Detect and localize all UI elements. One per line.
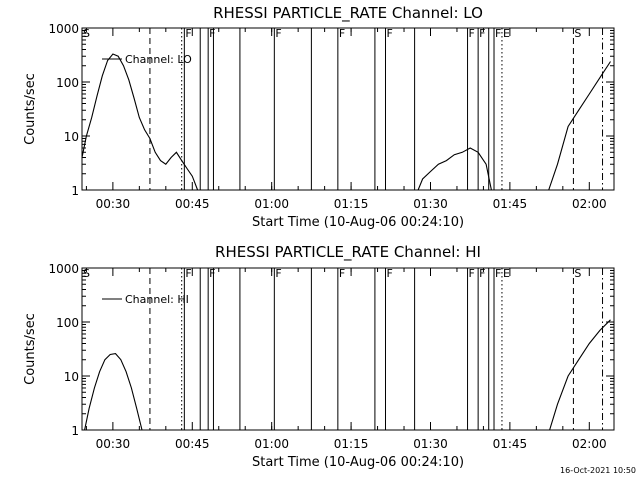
plot-frame: [81, 27, 615, 191]
event-flag-label: F: [479, 27, 485, 40]
x-tick-label: 00:45: [175, 437, 210, 451]
event-flag-label: F: [209, 267, 215, 280]
event-flag-label: F: [339, 27, 345, 40]
event-flag-label: F: [275, 27, 281, 40]
y-tick-label: 1: [71, 424, 79, 438]
x-tick-label: 00:45: [175, 197, 210, 211]
event-flag-label: F: [209, 27, 215, 40]
chart-panel-1: RHESSI PARTICLE_RATE Channel: HI Start Ti…: [23, 243, 615, 470]
series-line-segment: [548, 61, 611, 190]
x-tick-label: 00:30: [96, 437, 131, 451]
y-tick-label: 10: [64, 370, 79, 384]
event-flag-label: S: [574, 267, 581, 280]
y-tick-label: 1000: [48, 262, 79, 276]
x-axis-label: Start Time (10-Aug-06 00:24:10): [252, 455, 464, 470]
chart-legend: Channel: HI: [102, 293, 189, 306]
x-tick-label: 01:45: [493, 437, 528, 451]
event-flag-label: F: [479, 267, 485, 280]
timestamp-label: 16-Oct-2021 10:50: [560, 466, 636, 475]
event-flag-label: S: [574, 27, 581, 40]
event-flag-label: F: [495, 267, 501, 280]
y-tick-label: 1: [71, 184, 79, 198]
event-flag-label: E: [503, 267, 510, 280]
event-flag-label: F: [495, 27, 501, 40]
event-flag-label: F: [469, 27, 475, 40]
event-flag-label: F: [386, 27, 392, 40]
y-tick-label: 100: [56, 76, 79, 90]
x-tick-label: 00:30: [96, 197, 131, 211]
x-tick-label: 02:00: [572, 197, 607, 211]
x-tick-label: 01:30: [413, 197, 448, 211]
x-tick-label: 01:45: [493, 197, 528, 211]
y-tick-label: 100: [56, 316, 79, 330]
plot-frame: [81, 267, 615, 431]
chart-legend: Channel: LO: [102, 53, 192, 66]
event-flag-label: F: [275, 267, 281, 280]
chart-title: RHESSI PARTICLE_RATE Channel: HI: [215, 243, 481, 262]
chart-panel-0: RHESSI PARTICLE_RATE Channel: LO Start Ti…: [23, 4, 615, 230]
event-flag-label: F: [185, 27, 191, 40]
x-tick-label: 01:00: [254, 197, 289, 211]
series-line-segment: [417, 147, 492, 190]
y-axis-label: Counts/sec: [23, 73, 38, 145]
y-tick-label: 1000: [48, 22, 79, 36]
series-line-segment: [82, 53, 199, 190]
x-tick-label: 01:00: [254, 437, 289, 451]
x-tick-label: 02:00: [572, 437, 607, 451]
x-tick-label: 01:15: [334, 437, 369, 451]
y-axis-label: Counts/sec: [23, 313, 38, 385]
x-tick-label: 01:15: [334, 197, 369, 211]
event-flag-label: F: [339, 267, 345, 280]
chart-title: RHESSI PARTICLE_RATE Channel: LO: [213, 4, 483, 23]
event-flag-label: F: [469, 267, 475, 280]
event-flag-label: S: [83, 267, 90, 280]
series-line-segment: [549, 319, 611, 430]
event-flag-label: F: [386, 267, 392, 280]
x-axis-label: Start Time (10-Aug-06 00:24:10): [252, 215, 464, 230]
event-flag-label: F: [185, 267, 191, 280]
event-flag-label: S: [83, 27, 90, 40]
y-tick-label: 10: [64, 130, 79, 144]
x-tick-label: 01:30: [413, 437, 448, 451]
legend-label: Channel: HI: [125, 293, 189, 306]
series-line-segment: [84, 353, 143, 430]
legend-label: Channel: LO: [125, 53, 192, 66]
event-flag-label: E: [503, 27, 510, 40]
